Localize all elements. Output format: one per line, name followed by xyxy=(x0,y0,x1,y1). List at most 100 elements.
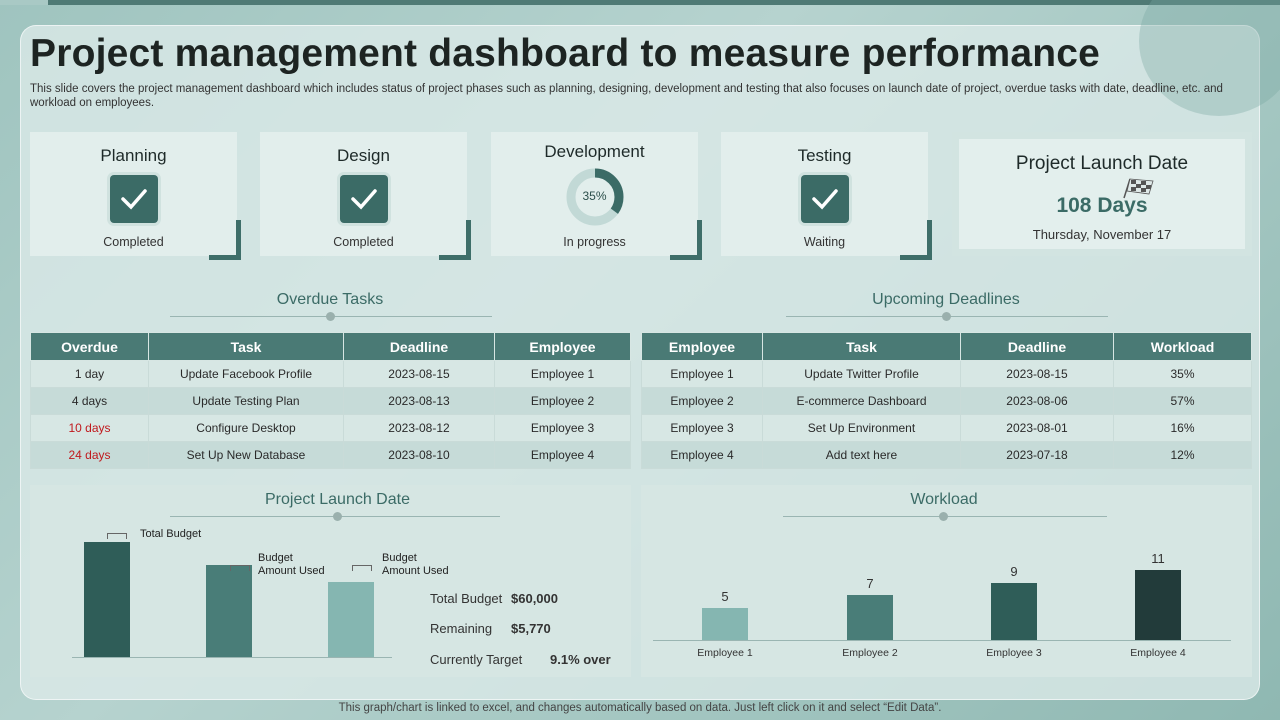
progress-label: 35% xyxy=(582,189,607,203)
cell: Employee 3 xyxy=(641,414,763,442)
workload-panel: Workload 5 Employee 1 7 Employee 2 9 Employee… xyxy=(641,485,1252,677)
cell: 1 day xyxy=(30,360,149,388)
workload-category-label: Employee 2 xyxy=(842,647,898,659)
cell: Set Up New Database xyxy=(148,441,344,469)
table-row: Employee 1 Update Twitter Profile 2023-08-… xyxy=(641,360,1252,388)
summary-target-value: 9.1% over xyxy=(550,652,611,667)
cell: Update Testing Plan xyxy=(148,387,344,415)
cell: 57% xyxy=(1113,387,1252,415)
launch-days: 108 Days xyxy=(1056,194,1148,217)
cell: 35% xyxy=(1113,360,1252,388)
check-icon xyxy=(109,175,158,223)
phase-card-planning: Planning Completed xyxy=(30,132,241,260)
col-header: Deadline xyxy=(960,332,1114,361)
bar-label: Budget Amount Used xyxy=(382,552,449,577)
check-icon xyxy=(800,175,849,223)
workload-category-label: Employee 3 xyxy=(986,647,1042,659)
table-row: Employee 4 Add text here 2023-07-18 12% xyxy=(641,441,1252,469)
budget-bar xyxy=(206,565,252,657)
summary-remaining-value: $5,770 xyxy=(511,621,551,636)
cell: 2023-07-18 xyxy=(960,441,1114,469)
bar-label: Total Budget xyxy=(140,528,202,540)
overdue-title: Overdue Tasks xyxy=(276,291,384,308)
budget-bar xyxy=(328,582,374,657)
table-row: 1 day Update Facebook Profile 2023-08-15 Em… xyxy=(30,360,631,388)
cell: 2023-08-01 xyxy=(960,414,1114,442)
col-header: Employee xyxy=(641,332,763,361)
divider-dot xyxy=(939,512,948,521)
workload-bar xyxy=(847,595,893,640)
cell: Employee 4 xyxy=(641,441,763,469)
divider-dot xyxy=(942,312,951,321)
workload-bar xyxy=(702,608,748,640)
cell: Update Facebook Profile xyxy=(148,360,344,388)
phase-title: Testing xyxy=(797,146,852,165)
workload-category-label: Employee 4 xyxy=(1130,647,1186,659)
budget-title: Project Launch Date xyxy=(265,491,410,508)
phase-status: Completed xyxy=(333,235,394,249)
phase-card-testing: Testing Waiting xyxy=(721,132,932,260)
cell: Employee 4 xyxy=(494,441,631,469)
cell: 24 days xyxy=(30,441,149,469)
top-accent-bar xyxy=(0,0,1280,5)
workload-value-label: 9 xyxy=(1010,563,1018,579)
phase-status: In progress xyxy=(563,235,626,249)
phase-status: Completed xyxy=(103,235,164,249)
check-icon xyxy=(339,175,388,223)
cell: Employee 1 xyxy=(641,360,763,388)
overdue-table: Overdue Task Deadline Employee 1 day Upda… xyxy=(30,332,631,469)
cell: Employee 2 xyxy=(494,387,631,415)
divider-dot xyxy=(333,512,342,521)
workload-bar xyxy=(1135,570,1181,640)
cell: 2023-08-06 xyxy=(960,387,1114,415)
table-row: Employee 3 Set Up Environment 2023-08-01 16… xyxy=(641,414,1252,442)
cell: 4 days xyxy=(30,387,149,415)
workload-category-label: Employee 1 xyxy=(697,647,753,659)
phase-title: Planning xyxy=(100,146,167,165)
phase-card-development: Development 35% In progress xyxy=(491,132,702,260)
summary-remaining-label: Remaining xyxy=(430,621,493,636)
cell: 2023-08-10 xyxy=(343,441,495,469)
page-subtitle: This slide covers the project management… xyxy=(30,83,1223,109)
table-row: 24 days Set Up New Database 2023-08-10 Empl… xyxy=(30,441,631,469)
col-header: Task xyxy=(148,332,344,361)
phase-title: Development xyxy=(544,142,645,161)
phase-status: Waiting xyxy=(803,235,846,249)
launch-date: Thursday, November 17 xyxy=(1032,227,1172,242)
page-title: Project management dashboard to measure … xyxy=(30,32,1101,75)
cell: Employee 1 xyxy=(494,360,631,388)
workload-chart: 5 Employee 1 7 Employee 2 9 Employee 3 11 Emplo… xyxy=(653,525,1231,659)
budget-panel: Project Launch Date Total Budget Budget … xyxy=(30,485,631,677)
phase-title: Design xyxy=(337,146,390,165)
cell: Update Twitter Profile xyxy=(762,360,961,388)
budget-bar xyxy=(84,542,130,657)
corner-bracket xyxy=(439,220,471,260)
budget-chart xyxy=(72,525,392,658)
corner-bracket xyxy=(900,220,932,260)
cell: 16% xyxy=(1113,414,1252,442)
launch-title: Project Launch Date xyxy=(1015,153,1189,174)
cell: Set Up Environment xyxy=(762,414,961,442)
cell: Add text here xyxy=(762,441,961,469)
bar-label: Budget Amount Used xyxy=(258,552,325,577)
corner-bracket xyxy=(209,220,241,260)
workload-bar xyxy=(991,582,1037,640)
workload-value-label: 11 xyxy=(1151,551,1165,566)
workload-value-label: 5 xyxy=(721,589,729,605)
cell: 2023-08-13 xyxy=(343,387,495,415)
col-header: Workload xyxy=(1113,332,1252,361)
divider-dot xyxy=(326,312,335,321)
cell: E-commerce Dashboard xyxy=(762,387,961,415)
summary-total-value: $60,000 xyxy=(511,591,558,606)
table-row: 10 days Configure Desktop 2023-08-12 Employ… xyxy=(30,414,631,442)
table-row: 4 days Update Testing Plan 2023-08-13 Emplo… xyxy=(30,387,631,415)
cell: 12% xyxy=(1113,441,1252,469)
workload-title: Workload xyxy=(910,491,978,508)
col-header: Task xyxy=(762,332,961,361)
workload-value-label: 7 xyxy=(866,576,874,592)
cell: Employee 3 xyxy=(494,414,631,442)
cell: 10 days xyxy=(30,414,149,442)
upcoming-title: Upcoming Deadlines xyxy=(872,291,1020,308)
corner-bracket xyxy=(670,220,702,260)
cell: 2023-08-15 xyxy=(343,360,495,388)
